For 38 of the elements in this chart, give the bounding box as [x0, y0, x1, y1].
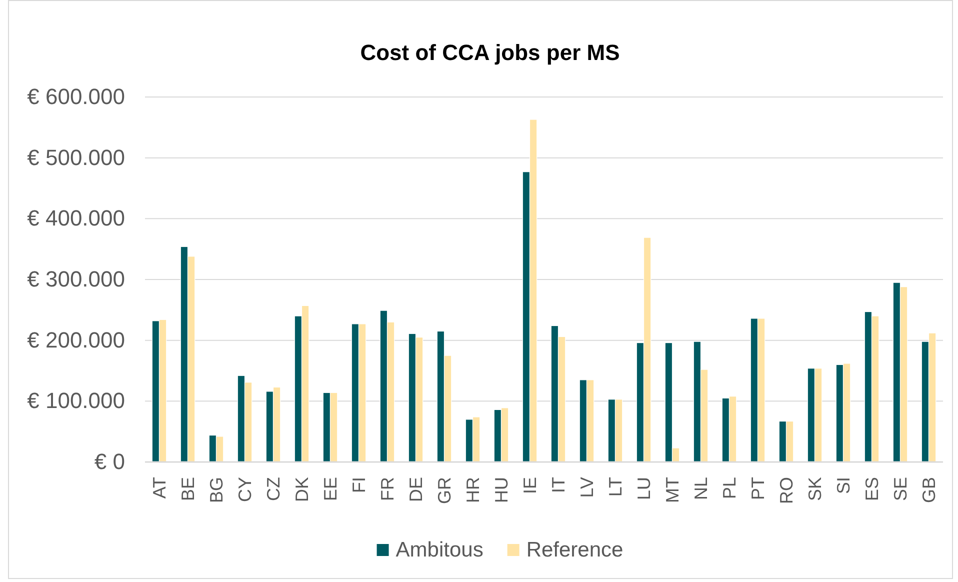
x-tick-label: SI	[833, 477, 854, 494]
x-tick-label: SE	[890, 477, 910, 502]
y-tick-label: € 400.000	[27, 206, 125, 231]
x-tick-label: NL	[690, 477, 711, 500]
x-tick-label: DK	[292, 477, 312, 502]
y-tick-label: € 200.000	[27, 327, 125, 352]
x-tick-label: GB	[918, 477, 939, 504]
x-tick-label: AT	[149, 477, 170, 499]
y-tick-label: € 100.000	[27, 388, 125, 414]
x-tick-label: RO	[776, 477, 796, 504]
x-tick-label: BE	[178, 477, 198, 502]
y-tick-label: € 300.000	[27, 266, 125, 292]
y-tick-label: € 600.000	[27, 84, 125, 110]
x-tick-label: CZ	[263, 477, 284, 501]
x-tick-label: HR	[462, 477, 483, 503]
x-tick-label: BG	[206, 477, 226, 504]
x-tick-label: LV	[576, 477, 597, 498]
y-tick-label: € 0	[94, 449, 125, 474]
x-tick-label: HU	[491, 477, 512, 503]
x-tick-label: PL	[719, 477, 740, 500]
x-tick-label: SK	[804, 477, 825, 502]
x-tick-label: ES	[862, 477, 882, 502]
x-tick-label: LT	[605, 476, 626, 497]
x-tick-label: DE	[406, 477, 426, 502]
x-tick-label: EE	[320, 477, 340, 502]
legend-label: Ambitous	[396, 538, 484, 562]
chart-title: Cost of CCA jobs per MS	[360, 40, 620, 65]
legend-label: Reference	[526, 538, 624, 562]
x-tick-label: GR	[434, 477, 454, 504]
x-tick-label: FI	[348, 477, 369, 493]
x-tick-label: IE	[520, 477, 540, 494]
x-tick-label: CY	[234, 477, 255, 502]
x-tick-label: PT	[748, 477, 768, 500]
x-tick-label: IT	[548, 477, 568, 493]
x-tick-label: MT	[662, 477, 682, 503]
x-tick-label: FR	[377, 477, 398, 501]
x-tick-label: LU	[634, 477, 654, 500]
y-tick-label: € 500.000	[27, 144, 125, 170]
